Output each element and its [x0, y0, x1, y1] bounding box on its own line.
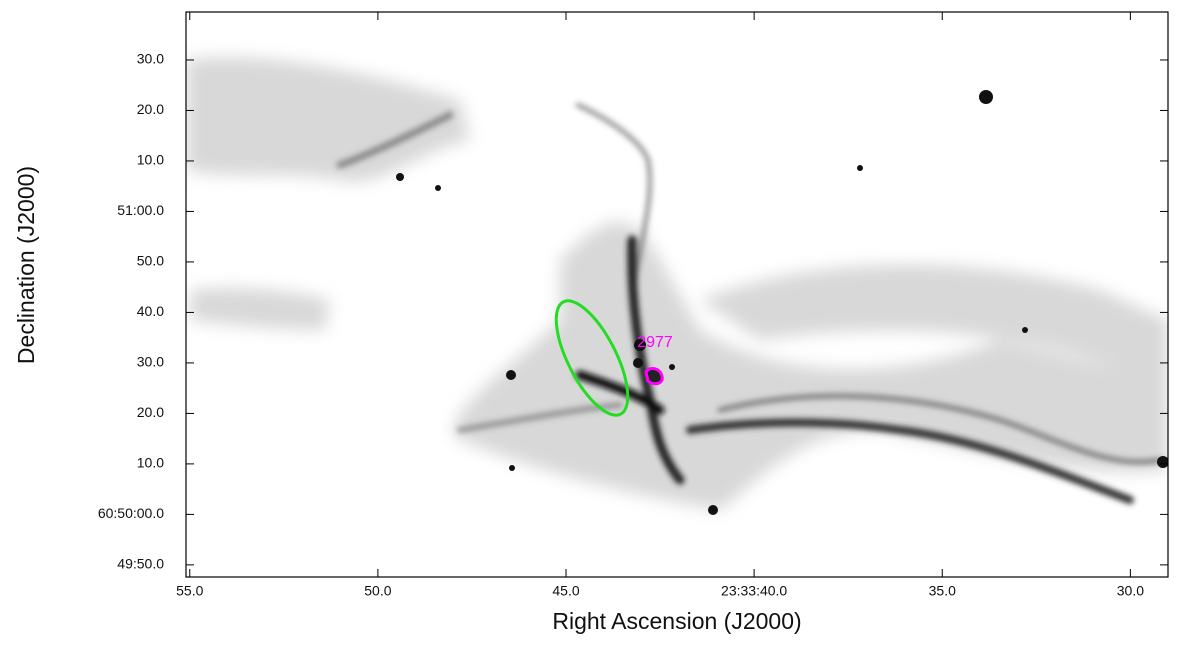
region-ellipse — [554, 299, 630, 417]
y-tick-label: 50.0 — [137, 253, 164, 269]
y-tick-label: 49:50.0 — [117, 556, 164, 572]
x-tick-label: 50.0 — [364, 583, 391, 599]
y-axis-title: Declination (J2000) — [13, 166, 39, 364]
x-axis-title: Right Ascension (J2000) — [552, 608, 801, 634]
source-contour — [644, 367, 664, 386]
x-tick-label: 45.0 — [552, 583, 579, 599]
x-tick-label: 55.0 — [176, 583, 203, 599]
source-label: 2977 — [637, 334, 673, 351]
y-tick-label: 51:00.0 — [117, 202, 164, 218]
plot-frame — [185, 11, 1169, 578]
y-tick-label: 30.0 — [137, 51, 164, 67]
y-tick-label: 60:50:00.0 — [98, 505, 164, 521]
y-tick-label: 30.0 — [137, 354, 164, 370]
y-tick-label: 10.0 — [137, 455, 164, 471]
y-tick-label: 10.0 — [137, 152, 164, 168]
x-tick-label: 35.0 — [929, 583, 956, 599]
x-tick-label: 30.0 — [1117, 583, 1144, 599]
sky-image: 2977 — [186, 12, 1168, 577]
y-tick-label: 40.0 — [137, 303, 164, 319]
x-tick-label: 23:33:40.0 — [721, 583, 787, 599]
y-tick-label: 20.0 — [137, 101, 164, 117]
y-tick-label: 20.0 — [137, 404, 164, 420]
